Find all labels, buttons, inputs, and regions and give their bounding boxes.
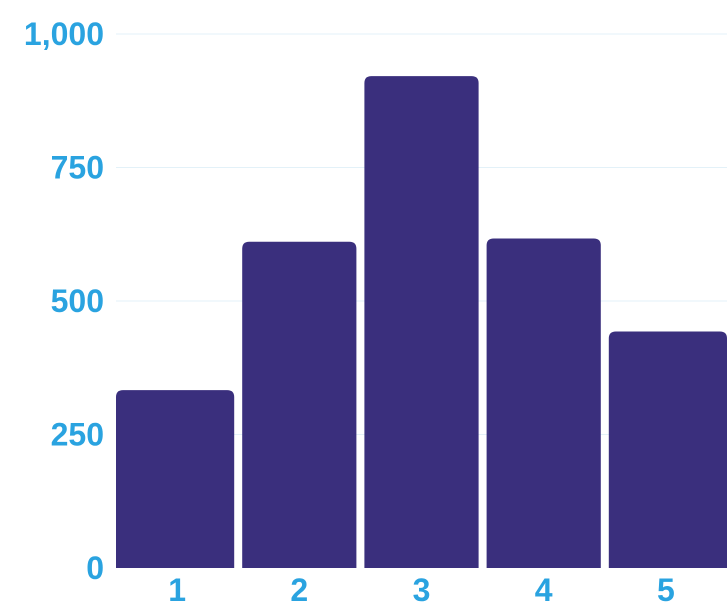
y-tick-label: 1,000 [24,16,104,52]
y-axis-ticks: 0 250 500 750 1,000 [24,16,104,586]
bar-3 [364,76,479,568]
x-tick-label: 3 [413,572,431,604]
bars [116,76,727,568]
bar-5 [608,331,727,568]
x-tick-label: 5 [657,572,675,604]
x-tick-label: 2 [290,572,308,604]
y-tick-label: 500 [51,283,104,319]
y-tick-label: 250 [51,417,104,453]
x-axis-ticks: 1 2 3 4 5 [168,572,675,604]
y-tick-label: 750 [51,150,104,186]
y-tick-label: 0 [86,550,104,586]
x-tick-label: 1 [168,572,186,604]
bar-4 [486,238,601,568]
x-tick-label: 4 [535,572,553,604]
bar-1 [116,390,235,568]
bar-2 [242,241,357,568]
